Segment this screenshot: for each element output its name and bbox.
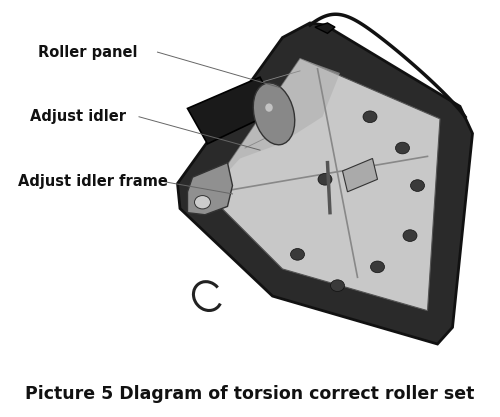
Polygon shape	[315, 23, 335, 33]
Text: Picture 5 Dlagram of torsion correct roller set: Picture 5 Dlagram of torsion correct rol…	[26, 385, 474, 403]
Polygon shape	[342, 158, 378, 192]
Circle shape	[194, 196, 210, 209]
Circle shape	[330, 280, 344, 291]
Circle shape	[396, 142, 409, 154]
Text: Adjust idler frame: Adjust idler frame	[18, 174, 168, 189]
Circle shape	[318, 173, 332, 185]
Ellipse shape	[265, 103, 273, 112]
Polygon shape	[178, 23, 472, 344]
Circle shape	[403, 230, 417, 241]
Circle shape	[410, 180, 424, 191]
Polygon shape	[188, 77, 278, 144]
Text: Roller panel: Roller panel	[38, 45, 137, 60]
Polygon shape	[208, 58, 440, 311]
Ellipse shape	[254, 83, 294, 145]
Text: Adjust idler: Adjust idler	[30, 109, 126, 124]
Polygon shape	[188, 163, 232, 215]
Polygon shape	[208, 58, 340, 194]
Circle shape	[363, 111, 377, 123]
Circle shape	[290, 249, 304, 260]
Circle shape	[370, 261, 384, 273]
